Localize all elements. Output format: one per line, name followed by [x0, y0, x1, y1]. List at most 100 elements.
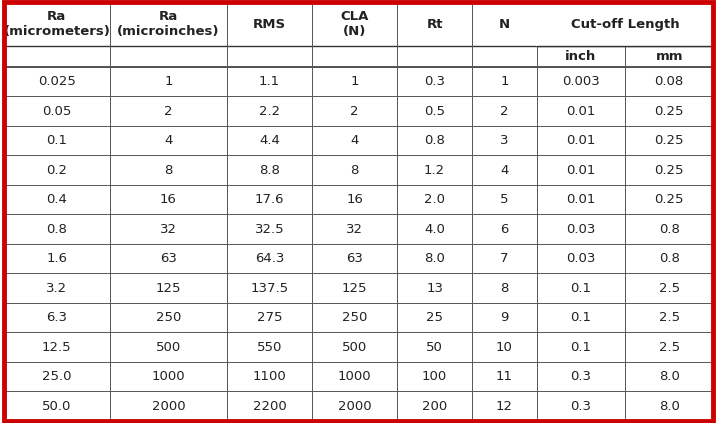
Text: 0.01: 0.01 [566, 193, 596, 206]
Text: 550: 550 [257, 341, 282, 354]
Text: 1: 1 [164, 75, 173, 88]
Text: 2000: 2000 [338, 400, 371, 413]
Text: 0.3: 0.3 [571, 400, 592, 413]
Text: 10: 10 [496, 341, 513, 354]
Text: mm: mm [655, 50, 683, 63]
Text: 0.8: 0.8 [47, 222, 67, 236]
Text: 2: 2 [351, 105, 358, 118]
Text: 0.1: 0.1 [571, 341, 592, 354]
Text: 500: 500 [156, 341, 181, 354]
Text: 8: 8 [500, 282, 508, 295]
Text: 2.0: 2.0 [424, 193, 445, 206]
Text: 12.5: 12.5 [42, 341, 72, 354]
Text: 0.8: 0.8 [424, 134, 445, 147]
Text: 0.8: 0.8 [659, 222, 680, 236]
Text: Rt: Rt [427, 18, 443, 31]
Text: 8.0: 8.0 [659, 400, 680, 413]
Text: 1.6: 1.6 [47, 252, 67, 265]
Text: 125: 125 [342, 282, 367, 295]
Text: RMS: RMS [253, 18, 286, 31]
Text: 1.2: 1.2 [424, 164, 445, 177]
Text: 250: 250 [156, 311, 181, 324]
Text: 8: 8 [351, 164, 358, 177]
Text: 0.3: 0.3 [571, 370, 592, 383]
Text: 63: 63 [346, 252, 363, 265]
Text: 2200: 2200 [252, 400, 286, 413]
Text: 2.2: 2.2 [259, 105, 280, 118]
Text: 0.25: 0.25 [655, 193, 684, 206]
Text: 0.03: 0.03 [566, 252, 596, 265]
Text: 4: 4 [500, 164, 508, 177]
Text: Ra
(microinches): Ra (microinches) [117, 10, 219, 38]
Text: 0.2: 0.2 [47, 164, 67, 177]
Text: 25.0: 25.0 [42, 370, 72, 383]
Text: 0.3: 0.3 [424, 75, 445, 88]
Text: 50.0: 50.0 [42, 400, 72, 413]
Text: 12: 12 [496, 400, 513, 413]
Text: 1000: 1000 [338, 370, 371, 383]
Text: 1: 1 [351, 75, 358, 88]
Text: 7: 7 [500, 252, 508, 265]
Text: 25: 25 [426, 311, 443, 324]
Text: 2.5: 2.5 [659, 311, 680, 324]
Bar [536, 2, 714, 46]
Text: 0.1: 0.1 [47, 134, 67, 147]
Text: 0.03: 0.03 [566, 222, 596, 236]
Text: Cut-off Length: Cut-off Length [571, 18, 680, 31]
Text: 0.25: 0.25 [655, 164, 684, 177]
Text: inch: inch [565, 50, 597, 63]
Text: 0.25: 0.25 [655, 105, 684, 118]
Text: 0.8: 0.8 [659, 252, 680, 265]
Text: 16: 16 [346, 193, 363, 206]
Text: 1100: 1100 [252, 370, 286, 383]
Text: 125: 125 [156, 282, 181, 295]
Text: 9: 9 [500, 311, 508, 324]
Text: 0.5: 0.5 [424, 105, 445, 118]
Text: 2.5: 2.5 [659, 341, 680, 354]
Text: 2000: 2000 [151, 400, 185, 413]
Text: 2: 2 [500, 105, 508, 118]
Text: 32: 32 [346, 222, 363, 236]
Text: 200: 200 [422, 400, 447, 413]
Text: 0.01: 0.01 [566, 134, 596, 147]
Text: 0.1: 0.1 [571, 282, 592, 295]
Text: 100: 100 [422, 370, 447, 383]
Text: 13: 13 [426, 282, 443, 295]
Text: 0.01: 0.01 [566, 164, 596, 177]
Text: 1: 1 [500, 75, 508, 88]
Text: 0.025: 0.025 [38, 75, 76, 88]
Text: 2.5: 2.5 [659, 282, 680, 295]
Text: 50: 50 [426, 341, 443, 354]
Text: N: N [499, 18, 510, 31]
Text: 6.3: 6.3 [47, 311, 67, 324]
Text: 0.01: 0.01 [566, 105, 596, 118]
Text: Ra
(micrometers): Ra (micrometers) [4, 10, 110, 38]
Text: 32: 32 [160, 222, 177, 236]
Text: 64.3: 64.3 [255, 252, 284, 265]
Text: 0.4: 0.4 [47, 193, 67, 206]
Text: 0.25: 0.25 [655, 134, 684, 147]
Text: 17.6: 17.6 [255, 193, 284, 206]
Text: 137.5: 137.5 [250, 282, 288, 295]
Text: 0.003: 0.003 [562, 75, 600, 88]
Text: 5: 5 [500, 193, 508, 206]
Text: 2: 2 [164, 105, 173, 118]
Text: 4.4: 4.4 [259, 134, 280, 147]
Text: 8.0: 8.0 [424, 252, 445, 265]
Text: 6: 6 [500, 222, 508, 236]
Text: 0.1: 0.1 [571, 311, 592, 324]
Text: 11: 11 [496, 370, 513, 383]
Text: 3.2: 3.2 [47, 282, 67, 295]
Text: 8: 8 [164, 164, 173, 177]
Text: 250: 250 [342, 311, 367, 324]
Text: 3: 3 [500, 134, 508, 147]
Text: 500: 500 [342, 341, 367, 354]
Text: 1000: 1000 [151, 370, 185, 383]
Text: 8.0: 8.0 [659, 370, 680, 383]
Text: 0.05: 0.05 [42, 105, 72, 118]
Text: 275: 275 [257, 311, 282, 324]
Text: 32.5: 32.5 [255, 222, 284, 236]
Text: CLA
(N): CLA (N) [341, 10, 369, 38]
Text: 4: 4 [351, 134, 358, 147]
Text: 8.8: 8.8 [259, 164, 280, 177]
